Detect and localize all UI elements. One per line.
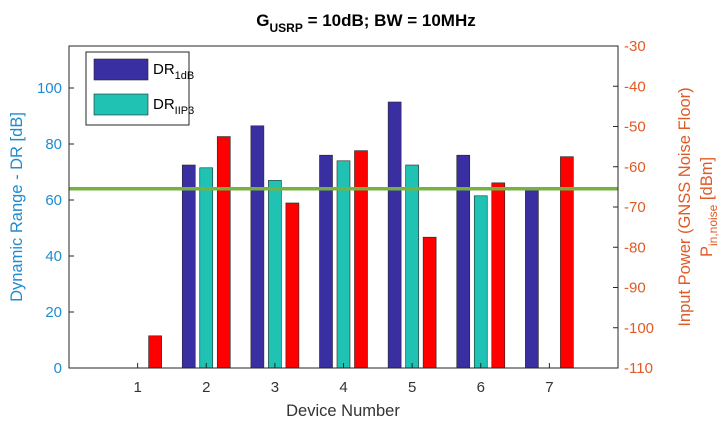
- bar-input-power-6: [491, 182, 506, 369]
- y-axis-label-right-line2: Pin,noise [dBm]: [698, 157, 720, 257]
- bar-dr-iip3-4: [336, 160, 351, 369]
- y-tick-right-label: -80: [624, 239, 646, 256]
- bar-dr-iip3-6: [473, 195, 488, 369]
- y-tick-left-label: 20: [45, 304, 62, 321]
- y-tick-right-label: -40: [624, 78, 646, 95]
- bar-dr-1db-3: [250, 125, 265, 369]
- bar-dr-1db-7: [525, 188, 539, 369]
- y-tick-right-label: -100: [624, 320, 654, 337]
- y-tick-left-label: 100: [37, 80, 62, 97]
- bar-input-power-2: [216, 136, 231, 369]
- y-tick-left-label: 0: [54, 360, 62, 377]
- x-axis-label: Device Number: [286, 402, 400, 420]
- y-tick-right-label: -50: [624, 119, 646, 136]
- y-tick-right-label: -70: [624, 199, 646, 216]
- legend: DR1dB DRIIP3: [85, 51, 194, 126]
- y-axis-label-left: Dynamic Range - DR [dB]: [8, 112, 26, 302]
- y-axis-label-right-line1: Input Power (GNSS Noise Floor): [676, 87, 694, 326]
- bar-dr-1db-5: [387, 101, 402, 369]
- x-tick-label: 4: [339, 379, 347, 396]
- legend-label-driip3: DRIIP3: [153, 96, 194, 117]
- x-tick-label: 1: [133, 379, 141, 396]
- x-tick-label: 2: [202, 379, 210, 396]
- y-tick-right-label: -110: [624, 360, 653, 377]
- bar-dr-1db-2: [181, 164, 196, 369]
- bar-input-power-1: [148, 335, 162, 369]
- ticks-layer: 0 20 40 60 80 100 -110 -100 -90 -80 -70 -60 -50 -40 -3…: [37, 38, 654, 396]
- bar-input-power-4: [354, 150, 368, 369]
- bar-input-power-5: [422, 236, 437, 369]
- y-tick-right-label: -60: [624, 159, 646, 176]
- y-tick-right-label: -90: [624, 280, 646, 297]
- y-tick-left-label: 40: [45, 248, 62, 265]
- x-tick-label: 7: [545, 379, 553, 396]
- y-tick-right-label: -30: [624, 38, 646, 55]
- legend-swatch-dr1db: [93, 58, 149, 81]
- bar-dr-iip3-3: [268, 180, 282, 369]
- legend-label-dr1db: DR1dB: [153, 61, 194, 82]
- bar-dr-iip3-5: [405, 164, 419, 369]
- chart-title: GUSRP = 10dB; BW = 10MHz: [256, 11, 475, 35]
- x-tick-label: 6: [477, 379, 485, 396]
- bars-layer: [148, 101, 574, 369]
- x-tick-label: 3: [271, 379, 279, 396]
- bar-input-power-3: [285, 202, 300, 369]
- x-tick-label: 5: [408, 379, 416, 396]
- y-tick-left-label: 60: [45, 192, 62, 209]
- y-tick-left-label: 80: [45, 136, 62, 153]
- legend-swatch-driip3: [93, 93, 149, 116]
- bar-dr-iip3-2: [199, 167, 214, 369]
